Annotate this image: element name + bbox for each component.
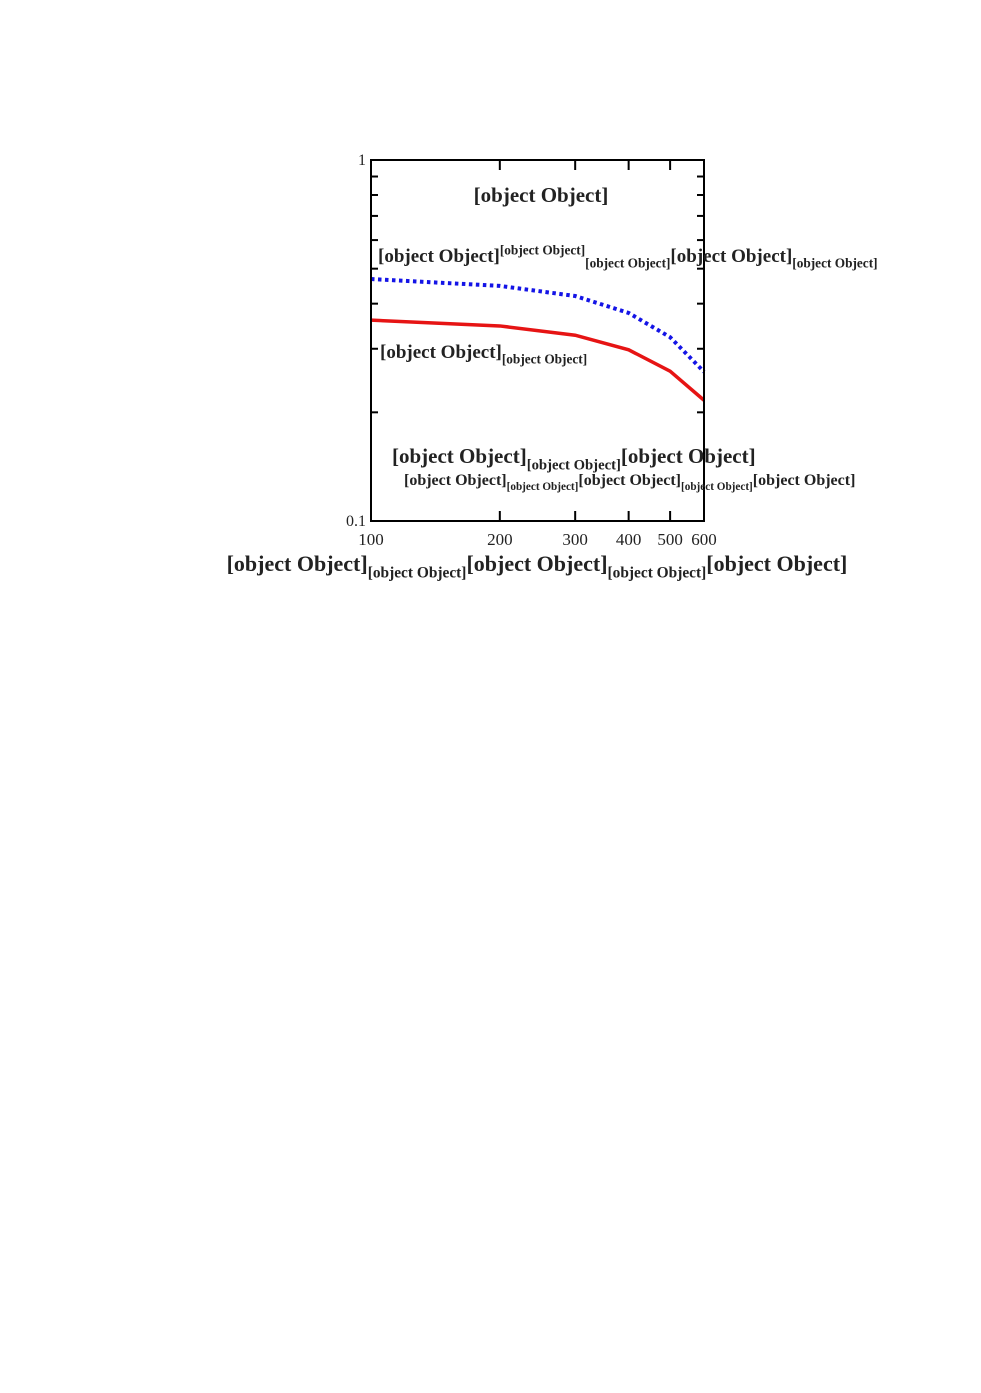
- x-axis-label-part: [object Object]: [706, 551, 847, 576]
- annotation-part: [object Object]: [527, 457, 621, 473]
- annotation-part: [object Object]: [753, 472, 856, 489]
- series-label-part: [object Object]: [502, 352, 587, 367]
- series-label: [object Object][object Object]: [380, 342, 587, 367]
- series-label: [object Object][object Object][object Ob…: [378, 242, 878, 270]
- annotation-part: [object Object]: [507, 481, 579, 493]
- x-tick-label: 200: [487, 530, 513, 549]
- x-axis-label-part: [object Object]: [368, 565, 467, 582]
- y-tick-label: 1: [358, 152, 366, 169]
- series-label-part: [object Object]: [500, 242, 585, 257]
- annotation-part: [object Object]: [404, 472, 507, 489]
- series-label-part: [object Object]: [585, 256, 670, 271]
- annotation-part: [object Object]: [392, 444, 527, 468]
- series-line: [370, 318, 706, 402]
- x-tick-label: 100: [358, 530, 384, 549]
- x-axis-label-part: [object Object]: [227, 551, 368, 576]
- series-label-part: [object Object]: [380, 342, 502, 363]
- series-label-part: [object Object]: [378, 246, 500, 267]
- annotation-part: [object Object]: [621, 444, 756, 468]
- annotation: [object Object][object Object][object Ob…: [392, 444, 756, 473]
- annotation-part: [object Object]: [578, 472, 681, 489]
- series-label-part: [object Object]: [792, 256, 877, 271]
- x-axis-label-part: [object Object]: [466, 551, 607, 576]
- y-tick-label: 0.1: [346, 513, 366, 530]
- x-tick-label: 400: [616, 530, 642, 549]
- x-tick-label: 600: [691, 530, 717, 549]
- x-tick-label: 500: [657, 530, 683, 549]
- series-line: [370, 277, 706, 374]
- x-tick-label: 300: [562, 530, 588, 549]
- x-axis-label: [object Object][object Object][object Ob…: [227, 551, 848, 582]
- annotation: [object Object][object Object][object Ob…: [404, 472, 855, 493]
- plot-frame: [370, 159, 705, 522]
- chart-title: [object Object]: [474, 183, 609, 207]
- x-axis-label-part: [object Object]: [608, 565, 707, 582]
- annotation-part: [object Object]: [681, 481, 753, 493]
- series-label-part: [object Object]: [670, 246, 792, 267]
- chart-title-part: [object Object]: [474, 183, 609, 207]
